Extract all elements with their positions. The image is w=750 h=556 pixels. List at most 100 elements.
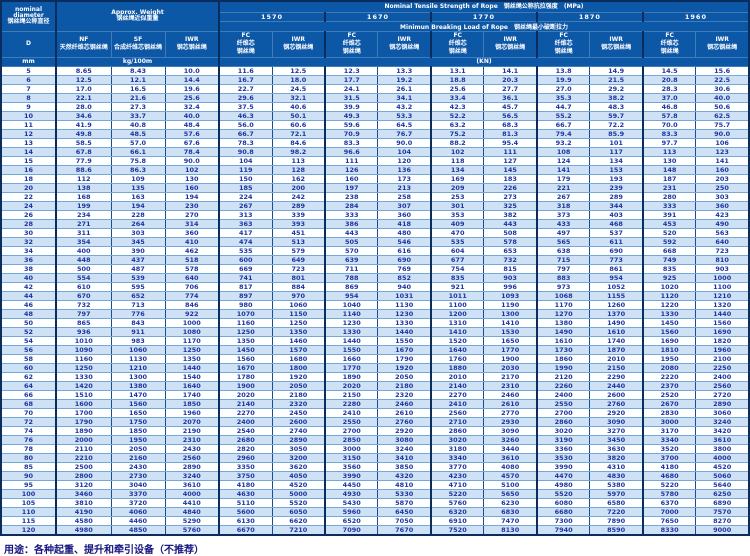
strength-grade: 1570 <box>218 11 326 22</box>
table-row: 50 865 843 1000 1160 1250 1230 1330 1310 1410 1380… <box>1 318 749 328</box>
cell-diameter: 48 <box>1 309 56 319</box>
cell-value: 1450 <box>218 345 272 355</box>
table-row: 42 610 595 706 817 884 869 940 921 996 973 1052 1020… <box>1 282 749 292</box>
table-row: 40 554 539 640 741 801 788 852 835 903 883 954 925 10… <box>1 273 749 283</box>
cell-value: 1100 <box>695 282 749 292</box>
cell-value: 1011 <box>429 291 484 301</box>
cell-value: 13.8 <box>535 66 590 76</box>
cell-diameter: 10 <box>1 111 56 121</box>
cell-value: 135 <box>110 183 165 193</box>
cell-value: 75.2 <box>429 129 484 139</box>
cell-diameter: 40 <box>1 273 56 283</box>
cell-value: 17.7 <box>323 75 378 85</box>
cell-value: 1690 <box>695 327 749 337</box>
cell-value: 2440 <box>589 381 643 391</box>
cell-value: 16.5 <box>110 84 165 94</box>
cell-value: 3610 <box>164 480 220 490</box>
table-row: 12 49.8 48.5 57.6 66.7 72.1 70.9 76.7 75.2 81.3 79… <box>1 129 749 139</box>
cell-value: 86.3 <box>110 165 165 175</box>
cell-value: 1031 <box>377 291 431 301</box>
cell-value: 37.5 <box>218 102 272 112</box>
cell-value: 2960 <box>218 453 272 463</box>
column-header-iwr: IWR 钢芯钢丝绳 <box>164 30 220 58</box>
cell-value: 2250 <box>695 363 749 373</box>
cell-diameter: 32 <box>1 237 56 247</box>
cell-value: 2000 <box>55 435 111 445</box>
cell-value: 1560 <box>110 399 165 409</box>
cell-value: 5780 <box>641 489 696 499</box>
cell-value: 318 <box>535 201 590 211</box>
cell-value: 21.6 <box>110 93 165 103</box>
cell-value: 754 <box>429 264 484 274</box>
cell-value: 193 <box>589 174 643 184</box>
cell-value: 1190 <box>483 300 537 310</box>
cell-value: 1890 <box>323 372 378 382</box>
cell-value: 34.6 <box>55 111 111 121</box>
cell-value: 3190 <box>535 435 590 445</box>
cell-value: 2210 <box>55 453 111 463</box>
cell-diameter: 74 <box>1 426 56 436</box>
cell-diameter: 15 <box>1 156 56 166</box>
cell-value: 1850 <box>164 399 220 409</box>
cell-value: 1330 <box>641 309 696 319</box>
units-row: mm kg/100m (KN) <box>0 56 750 67</box>
cell-value: 267 <box>218 201 272 211</box>
cell-value: 954 <box>323 291 378 301</box>
strength-grade: 1960 <box>641 11 750 22</box>
cell-value: 2920 <box>377 426 431 436</box>
cell-value: 93.2 <box>535 138 590 148</box>
cell-value: 723 <box>695 246 749 256</box>
cell-value: 72.2 <box>589 120 643 130</box>
cell-value: 669 <box>218 264 272 274</box>
cell-value: 3630 <box>589 444 643 454</box>
cell-value: 1890 <box>55 426 111 436</box>
cell-value: 63.2 <box>429 120 484 130</box>
cell-value: 443 <box>323 228 378 238</box>
cell-value: 307 <box>377 201 431 211</box>
cell-value: 1790 <box>377 354 431 364</box>
tensile-title-cn: 钢丝绳公称抗拉强度 <box>503 2 558 10</box>
cell-value: 2920 <box>589 408 643 418</box>
cell-value: 238 <box>323 192 378 202</box>
cell-value: 29.6 <box>218 93 272 103</box>
cell-value: 2760 <box>589 399 643 409</box>
table-row: 52 936 911 1080 1250 1350 1330 1440 1410 1530 1490… <box>1 327 749 337</box>
cell-value: 1600 <box>55 399 111 409</box>
cell-value: 2270 <box>218 408 272 418</box>
cell-value: 83.3 <box>641 129 696 139</box>
cell-value: 774 <box>164 291 220 301</box>
cell-value: 8.65 <box>55 66 111 76</box>
cell-value: 2500 <box>55 462 111 472</box>
table-row: 30 311 303 360 417 451 443 480 470 508 497 537 520 56… <box>1 228 749 238</box>
cell-value: 2270 <box>429 390 484 400</box>
cell-diameter: 28 <box>1 219 56 229</box>
table-row: 95 3120 3040 3610 4180 4520 4450 4810 4710 5100 49… <box>1 480 749 490</box>
cell-diameter: 30 <box>1 228 56 238</box>
cell-value: 1320 <box>695 300 749 310</box>
cell-value: 1440 <box>323 336 378 346</box>
cell-value: 3350 <box>218 462 272 472</box>
cell-value: 2740 <box>271 426 325 436</box>
cell-value: 183 <box>483 174 537 184</box>
cell-value: 788 <box>323 273 378 283</box>
cell-value: 649 <box>271 255 325 265</box>
cell-value: 141 <box>535 165 590 175</box>
cell-value: 554 <box>55 273 111 283</box>
cell-value: 4060 <box>110 507 165 517</box>
cell-value: 77.9 <box>55 156 111 166</box>
cell-value: 5330 <box>377 489 431 499</box>
cell-value: 5600 <box>218 507 272 517</box>
cell-value: 1750 <box>110 417 165 427</box>
cell-value: 1068 <box>535 291 590 301</box>
cell-value: 1920 <box>271 372 325 382</box>
cell-value: 289 <box>589 192 643 202</box>
cell-value: 2370 <box>641 381 696 391</box>
cell-value: 32.4 <box>164 102 220 112</box>
cell-value: 41.9 <box>55 120 111 130</box>
cell-value: 1250 <box>55 363 111 373</box>
cell-value: 1560 <box>218 354 272 364</box>
cell-value: 4980 <box>55 525 111 535</box>
cell-value: 79.4 <box>535 129 590 139</box>
cell-value: 3000 <box>323 444 378 454</box>
cell-value: 126 <box>323 165 378 175</box>
